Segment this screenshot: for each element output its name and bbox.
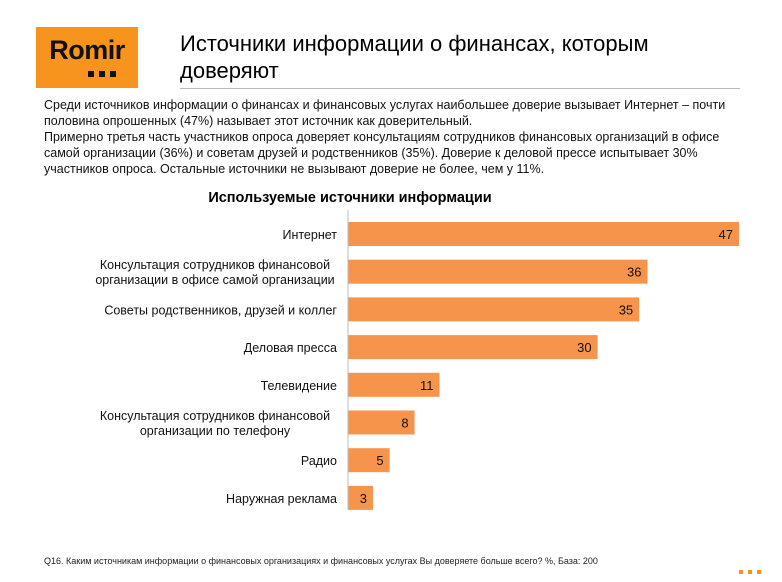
category-label-2: Советы родственников, друзей и коллег [104, 303, 337, 317]
bar-0 [348, 222, 739, 246]
bar-3 [348, 335, 598, 360]
bar-7 [348, 485, 373, 510]
category-label-7: Наружная реклама [226, 492, 337, 506]
corner-dots [739, 570, 761, 574]
value-label-0: 47 [719, 227, 733, 242]
category-label-6: Радио [301, 454, 337, 468]
category-label-1: Консультация сотрудников финансовой орган… [95, 258, 334, 287]
bar-6 [348, 448, 390, 473]
bar-chart: 47 Интернет 36 Консультация сотрудников фин… [95, 210, 739, 510]
logo-text: Romir [49, 35, 125, 65]
value-label-2: 35 [619, 302, 633, 317]
page-title: Источники информации о финансах, которым… [180, 31, 649, 83]
bar-5 [348, 410, 415, 435]
value-label-7: 3 [360, 491, 367, 506]
category-label-0: Интернет [282, 228, 337, 242]
romir-logo: Romir [36, 27, 138, 88]
value-label-6: 5 [376, 453, 383, 468]
bar-2 [348, 297, 640, 322]
category-label-4: Телевидение [261, 379, 337, 393]
intro-paragraph-2: Примерно третья часть участников опроса … [44, 130, 720, 176]
intro-text: Среди источников информации о финансах и… [44, 97, 744, 177]
value-label-3: 30 [577, 340, 591, 355]
bar-1 [348, 259, 648, 284]
value-label-4: 11 [420, 378, 434, 393]
intro-paragraph-1: Среди источников информации о финансах и… [44, 98, 726, 128]
value-label-5: 8 [401, 416, 408, 431]
logo-dots [88, 71, 122, 77]
value-label-1: 36 [627, 265, 641, 280]
category-label-5: Консультация сотрудников финансовой орган… [100, 409, 330, 438]
category-label-3: Деловая пресса [244, 341, 337, 355]
bar-4 [348, 372, 440, 397]
title-divider [180, 88, 740, 89]
footnote: Q16. Каким источникам информации о финан… [44, 556, 598, 566]
chart-title: Используемые источники информации [208, 190, 492, 206]
